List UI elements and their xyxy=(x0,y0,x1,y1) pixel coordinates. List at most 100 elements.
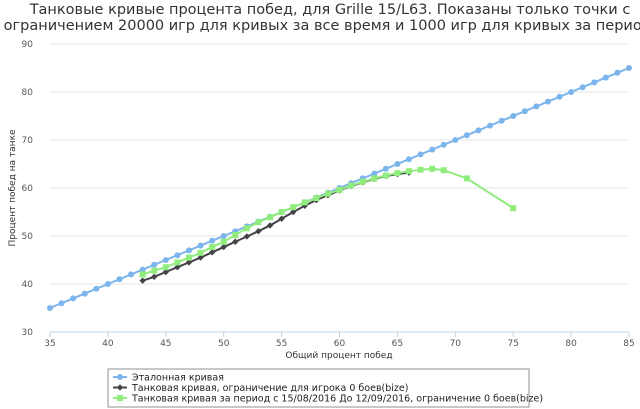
data-point-tank-period xyxy=(463,175,470,182)
legend-symbol-tank-player xyxy=(116,384,124,391)
data-point-tank-player xyxy=(243,233,251,240)
data-point-reference xyxy=(371,170,378,177)
data-point-reference xyxy=(394,161,401,167)
data-point-reference xyxy=(382,165,389,172)
data-point-tank-player xyxy=(197,254,204,261)
data-point-tank-period xyxy=(510,205,517,212)
data-point-tank-player xyxy=(278,215,285,222)
data-point-tank-period xyxy=(232,232,239,239)
chart-title-line-2: ограничением 20000 игр для кривых за все… xyxy=(4,18,640,34)
data-point-tank-period xyxy=(440,167,447,174)
data-point-tank-player xyxy=(208,249,216,256)
x-tick-label: 70 xyxy=(450,339,462,349)
data-point-reference xyxy=(139,266,146,273)
x-tick-label: 75 xyxy=(507,339,518,349)
data-point-tank-player xyxy=(185,259,193,266)
series-tank-period xyxy=(139,165,517,278)
data-point-reference xyxy=(533,103,540,110)
x-tick-label: 60 xyxy=(334,339,346,349)
data-point-reference xyxy=(579,84,586,91)
data-point-reference xyxy=(104,281,111,287)
x-tick-label: 80 xyxy=(565,339,577,349)
data-point-reference xyxy=(174,252,181,259)
data-point-tank-period xyxy=(382,172,389,179)
data-point-reference xyxy=(81,290,88,297)
data-point-tank-period xyxy=(359,178,366,185)
data-point-reference xyxy=(162,257,169,263)
data-point-reference xyxy=(521,108,528,115)
data-point-reference xyxy=(128,271,135,278)
data-point-reference xyxy=(510,113,517,119)
x-tick-label: 85 xyxy=(623,339,634,349)
data-point-reference xyxy=(591,79,598,86)
plot-area xyxy=(47,65,632,311)
data-point-reference xyxy=(151,261,158,268)
data-point-reference xyxy=(417,151,424,158)
data-point-tank-period xyxy=(405,168,412,175)
legend-label-tank-period[interactable]: Танковая кривая за период с 15/08/2016 Д… xyxy=(131,394,543,405)
x-tick-label: 50 xyxy=(218,339,230,349)
data-point-tank-player xyxy=(220,243,227,251)
data-point-reference xyxy=(70,295,77,302)
data-point-tank-period xyxy=(267,214,274,221)
legend-label-reference[interactable]: Эталонная кривая xyxy=(132,373,224,384)
data-point-reference xyxy=(405,156,412,163)
y-tick-label: 60 xyxy=(22,184,34,194)
data-point-tank-period xyxy=(371,175,378,182)
x-tick-label: 65 xyxy=(392,339,403,349)
data-point-tank-player xyxy=(162,268,169,276)
data-point-tank-player xyxy=(232,238,239,245)
y-tick-label: 30 xyxy=(22,328,34,338)
data-point-reference xyxy=(602,74,609,81)
x-tick-label: 35 xyxy=(44,339,55,349)
data-point-reference xyxy=(614,69,621,76)
data-point-tank-period xyxy=(324,190,331,197)
data-point-reference xyxy=(498,117,505,124)
data-point-tank-period xyxy=(394,170,401,177)
data-point-tank-period xyxy=(255,219,262,226)
data-point-tank-period xyxy=(139,271,146,278)
data-point-tank-period xyxy=(417,166,424,173)
data-point-tank-period xyxy=(278,209,285,215)
axes: 30 40 50 60 70 80 90 35 40 45 50 55 60 65 70 75 80 85 xyxy=(22,40,635,349)
data-point-tank-period xyxy=(174,259,181,266)
grid xyxy=(50,43,629,333)
data-point-tank-player xyxy=(174,264,181,271)
data-point-tank-player xyxy=(289,208,297,216)
data-point-tank-period xyxy=(290,204,297,211)
data-point-reference xyxy=(209,237,216,244)
data-point-reference xyxy=(47,305,53,311)
data-point-tank-period xyxy=(301,199,308,206)
data-point-tank-period xyxy=(162,264,169,271)
series-line-tank-player xyxy=(142,171,410,282)
legend-label-tank-player[interactable]: Танковая кривая, ограничение для игрока … xyxy=(131,383,408,394)
x-axis-title: Общий процент побед xyxy=(285,351,392,361)
data-point-reference xyxy=(556,93,563,100)
data-point-reference xyxy=(475,127,482,134)
data-point-tank-period xyxy=(313,195,320,202)
data-point-tank-player xyxy=(266,222,274,229)
data-point-tank-period xyxy=(243,225,250,232)
data-point-reference xyxy=(626,65,632,71)
legend-symbol-reference xyxy=(117,374,123,380)
y-tick-label: 80 xyxy=(22,88,34,98)
x-tick-label: 55 xyxy=(276,339,287,349)
data-point-reference xyxy=(429,146,436,153)
data-point-reference xyxy=(463,132,470,139)
data-point-reference xyxy=(197,242,204,249)
y-axis-title: Процент побед на танке xyxy=(8,129,18,247)
data-point-tank-period xyxy=(197,249,204,256)
data-point-reference xyxy=(544,98,551,105)
data-point-tank-period xyxy=(220,238,227,245)
data-point-reference xyxy=(116,276,123,283)
y-tick-label: 40 xyxy=(22,280,34,290)
y-tick-label: 70 xyxy=(22,136,34,146)
data-point-tank-period xyxy=(429,165,436,172)
y-tick-label: 50 xyxy=(22,232,34,242)
data-point-tank-period xyxy=(209,244,216,251)
chart-title-line-1: Танковые кривые процента побед, для Gril… xyxy=(29,2,631,18)
data-point-reference xyxy=(93,285,100,292)
data-point-reference xyxy=(487,122,494,129)
x-tick-label: 45 xyxy=(160,339,171,349)
